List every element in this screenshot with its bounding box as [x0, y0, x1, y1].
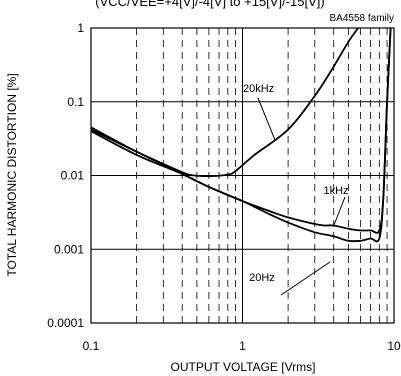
y-tick-label: 1	[77, 21, 84, 35]
tick-labels: 0.1 1 10 1 0.1 0.01 0.001 0.0001	[47, 21, 401, 353]
y-tick-label: 0.0001	[47, 316, 84, 330]
family-label: BA4558 family	[330, 13, 394, 24]
series-line-20hz	[91, 28, 392, 243]
series-curves	[91, 28, 392, 243]
annotation-leader	[280, 261, 331, 296]
chart-title: (VCC/VEE=+4[V]/-4[V] to +15[V]/-15[V])	[95, 0, 324, 9]
series-line-20khz	[91, 28, 359, 178]
x-axis-title: OUTPUT VOLTAGE [Vrms]	[171, 360, 316, 374]
y-tick-label: 0.1	[67, 95, 84, 109]
series-line-1khz	[91, 28, 392, 234]
annotation-label: 20kHz	[243, 83, 274, 95]
y-tick-label: 0.01	[61, 169, 85, 183]
y-tick-label: 0.001	[54, 242, 84, 256]
x-tick-label: 10	[387, 339, 401, 353]
plot-frame	[90, 27, 395, 324]
y-axis-title: TOTAL HARMONIC DISTORTION [%]	[5, 73, 19, 276]
annotation-leader	[333, 196, 346, 226]
annotations: 20kHz 1kHz 20Hz	[243, 83, 349, 296]
grid	[90, 27, 395, 324]
x-tick-label: 1	[239, 339, 246, 353]
x-tick-label: 0.1	[83, 339, 100, 353]
annotation-leader	[257, 97, 276, 141]
annotation-label: 1kHz	[323, 185, 348, 197]
annotation-label: 20Hz	[249, 272, 275, 284]
